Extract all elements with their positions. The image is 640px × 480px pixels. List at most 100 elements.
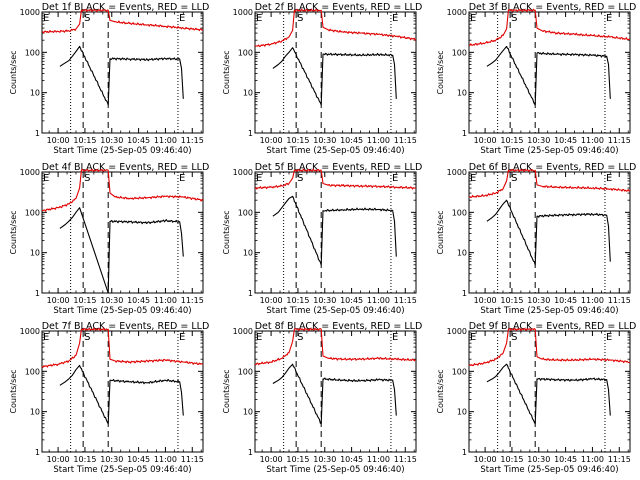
series-line-lld	[468, 168, 631, 198]
x-tick-label: 11:15	[394, 296, 417, 305]
marker-label: E	[179, 332, 185, 343]
marker-label: E	[179, 13, 185, 24]
y-tick-label: 10	[243, 249, 253, 258]
marker-label: E	[256, 173, 262, 184]
marker-label: E	[392, 173, 398, 184]
plot-frame	[41, 330, 204, 453]
marker-label: E	[43, 332, 49, 343]
x-tick-label: 10:15	[500, 296, 523, 305]
marker-label: E	[256, 13, 262, 24]
plot-frame	[41, 11, 204, 134]
y-tick-label: 100	[452, 367, 467, 376]
series-line-lld	[41, 8, 204, 34]
panel-det-9f: Det 9f BLACK = Events, RED = LLD 1 10 100 10…	[436, 321, 636, 475]
x-tick-label: 10:45	[340, 296, 363, 305]
y-tick-label: 100	[25, 48, 40, 57]
y-tick-label: 100	[238, 48, 253, 57]
x-tick-label: 10:15	[286, 136, 309, 145]
y-tick-label: 100	[452, 208, 467, 217]
x-axis-label: Start Time (25-Sep-05 09:46:40)	[266, 306, 404, 316]
x-tick-label: 10:30	[100, 455, 123, 464]
panel-title: Det 4f BLACK = Events, RED = LLD	[42, 162, 210, 173]
x-tick-label: 11:15	[608, 455, 631, 464]
x-tick-label: 11:00	[154, 455, 177, 464]
y-tick-label: 1	[35, 448, 40, 457]
panel-det-1f: Det 1f BLACK = Events, RED = LLD 1 10 100 10…	[9, 2, 209, 156]
plot-frame	[468, 171, 631, 294]
x-tick-label: 10:15	[73, 296, 96, 305]
y-tick-label: 10	[30, 249, 40, 258]
series-line-lld	[468, 8, 631, 46]
x-tick-label: 11:15	[181, 136, 204, 145]
x-axis-label: Start Time (25-Sep-05 09:46:40)	[480, 146, 618, 156]
marker-label: E	[470, 173, 476, 184]
y-tick-label: 10	[243, 89, 253, 98]
x-tick-label: 11:00	[581, 136, 604, 145]
y-tick-label: 1000	[447, 168, 467, 177]
x-tick-label: 11:00	[367, 455, 390, 464]
x-tick-label: 10:45	[127, 136, 150, 145]
y-tick-label: 10	[30, 408, 40, 417]
x-tick-label: 10:45	[554, 296, 577, 305]
y-tick-label: 1000	[233, 168, 253, 177]
x-tick-label: 11:15	[181, 296, 204, 305]
x-tick-label: 10:45	[554, 136, 577, 145]
x-tick-label: 10:30	[313, 455, 336, 464]
series-line-events	[59, 207, 184, 294]
y-tick-label: 1	[462, 289, 467, 298]
series-line-events	[272, 363, 397, 425]
x-axis-label: Start Time (25-Sep-05 09:46:40)	[53, 146, 191, 156]
y-tick-label: 10	[243, 408, 253, 417]
x-tick-label: 10:15	[73, 455, 96, 464]
panel-title: Det 8f BLACK = Events, RED = LLD	[255, 321, 423, 332]
y-axis-label: Counts/sec	[436, 50, 445, 94]
marker-label: S	[84, 13, 90, 24]
x-tick-label: 10:00	[47, 296, 70, 305]
plot-frame	[254, 171, 417, 294]
x-tick-label: 10:15	[500, 455, 523, 464]
panel-det-4f: Det 4f BLACK = Events, RED = LLD 1 10 100 10…	[9, 162, 209, 316]
y-tick-label: 1	[248, 289, 253, 298]
marker-label: S	[297, 173, 303, 184]
panel-title: Det 7f BLACK = Events, RED = LLD	[42, 321, 210, 332]
x-tick-label: 11:15	[394, 136, 417, 145]
panel-det-8f: Det 8f BLACK = Events, RED = LLD 1 10 100 10…	[222, 321, 422, 475]
panel-title: Det 5f BLACK = Events, RED = LLD	[255, 162, 423, 173]
x-tick-label: 10:15	[73, 136, 96, 145]
marker-label: S	[297, 13, 303, 24]
x-tick-label: 11:00	[581, 455, 604, 464]
x-tick-label: 10:00	[260, 136, 283, 145]
panel-det-7f: Det 7f BLACK = Events, RED = LLD 1 10 100 10…	[9, 321, 209, 475]
y-tick-label: 1000	[20, 168, 40, 177]
y-tick-label: 100	[25, 208, 40, 217]
x-tick-label: 10:15	[286, 455, 309, 464]
x-tick-label: 10:15	[286, 296, 309, 305]
marker-label: E	[179, 173, 185, 184]
series-line-events	[272, 47, 397, 106]
x-tick-label: 10:00	[47, 136, 70, 145]
x-tick-label: 11:15	[608, 296, 631, 305]
x-tick-label: 10:30	[527, 455, 550, 464]
x-tick-label: 11:00	[154, 296, 177, 305]
y-tick-label: 100	[25, 367, 40, 376]
panel-det-6f: Det 6f BLACK = Events, RED = LLD 1 10 100 10…	[436, 162, 636, 316]
series-line-events	[486, 363, 611, 425]
plot-frame	[254, 330, 417, 453]
y-tick-label: 1000	[233, 8, 253, 17]
y-axis-label: Counts/sec	[222, 50, 231, 94]
y-tick-label: 100	[452, 48, 467, 57]
x-axis-label: Start Time (25-Sep-05 09:46:40)	[53, 306, 191, 316]
x-tick-label: 10:30	[527, 136, 550, 145]
x-axis-label: Start Time (25-Sep-05 09:46:40)	[266, 146, 404, 156]
marker-label: E	[43, 13, 49, 24]
x-tick-label: 10:00	[260, 455, 283, 464]
x-axis-label: Start Time (25-Sep-05 09:46:40)	[480, 306, 618, 316]
x-tick-label: 10:30	[527, 296, 550, 305]
y-axis-label: Counts/sec	[222, 369, 231, 413]
y-axis-label: Counts/sec	[9, 50, 18, 94]
series-line-events	[59, 364, 184, 425]
marker-label: E	[43, 173, 49, 184]
y-tick-label: 10	[457, 249, 467, 258]
y-tick-label: 1	[462, 448, 467, 457]
